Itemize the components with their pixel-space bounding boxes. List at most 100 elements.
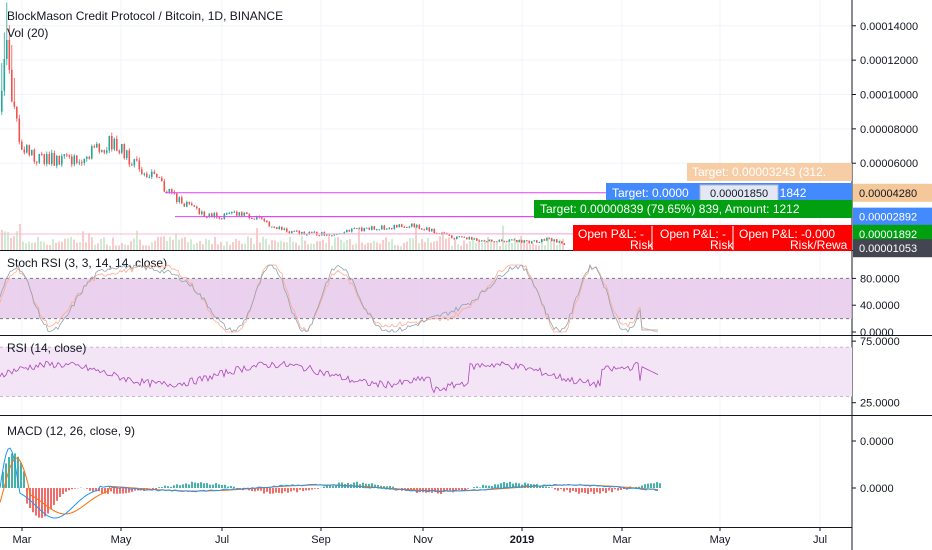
macd-histogram-bar <box>404 488 406 489</box>
candle-body <box>8 39 11 70</box>
candle-body <box>181 197 183 204</box>
candle-body <box>328 234 331 236</box>
volume-bar <box>34 242 36 250</box>
candle-body <box>113 138 116 150</box>
macd-histogram-bar <box>650 483 652 488</box>
volume-bar <box>22 241 24 250</box>
volume-bar <box>403 242 405 250</box>
trade-overlays[interactable]: Target: 0.00003243 (312.Target: 0.0000 3%… <box>534 163 852 252</box>
candle-body <box>98 143 101 152</box>
candle-body <box>551 238 553 242</box>
macd-histogram-bar <box>206 483 208 488</box>
rsi-pane[interactable]: RSI (14, close) <box>0 341 852 398</box>
macd-histogram-bar <box>572 488 574 491</box>
macd-histogram-bar <box>653 483 655 488</box>
candle-body <box>151 171 153 177</box>
volume-bar <box>466 243 468 250</box>
macd-histogram-bar <box>26 488 28 504</box>
volume-bar <box>151 242 153 250</box>
candle-body <box>428 227 431 231</box>
macd-histogram-bar <box>269 488 271 494</box>
candle-body <box>448 234 451 236</box>
macd-histogram-bar <box>11 453 13 488</box>
volume-bar <box>421 239 423 250</box>
y-tick-label-price-2: 0.00010000 <box>860 90 918 102</box>
candle-body <box>11 69 13 102</box>
volume-bar <box>205 238 207 250</box>
stoch-rsi-pane[interactable]: Stoch RSI (3, 3, 14, 14, close) <box>0 256 852 333</box>
volume-bar <box>208 240 210 250</box>
macd-histogram-bar <box>356 481 358 488</box>
macd-histogram-bar <box>371 483 373 488</box>
volume-bar <box>271 239 273 250</box>
candle-body <box>63 154 66 157</box>
rsi-line <box>0 360 659 394</box>
candle-body <box>246 212 248 215</box>
macd-histogram-bar <box>218 484 220 488</box>
volume-bar <box>295 242 297 250</box>
candle-body <box>543 239 546 241</box>
macd-histogram-bar <box>323 486 325 488</box>
macd-histogram-bar <box>509 481 511 488</box>
volume-bar <box>358 228 360 250</box>
candle-body <box>68 155 71 157</box>
candle-body <box>136 159 138 161</box>
candle-body <box>353 228 356 230</box>
candle-body <box>101 150 103 152</box>
volume-bar <box>436 240 438 250</box>
macd-histogram-bar <box>302 488 304 492</box>
macd-histogram-bar <box>617 488 619 491</box>
open-pnl-3: Open P&L: -0.000 <box>739 227 835 241</box>
macd-pane[interactable]: MACD (12, 26, close, 9) <box>0 424 661 519</box>
stoch-d-line <box>0 264 659 333</box>
volume-bar <box>277 242 279 250</box>
candle-body <box>381 225 383 230</box>
volume-bar <box>541 240 543 250</box>
candles <box>1 2 566 245</box>
open-pnl-2: Open P&L: - <box>660 227 726 241</box>
candle-body <box>248 214 251 218</box>
candle-body <box>546 238 548 241</box>
price-label-0: 0.00004280 <box>859 188 917 200</box>
volume-bar <box>304 240 306 250</box>
candle-body <box>148 176 151 178</box>
macd-histogram-bar <box>44 488 46 517</box>
y-tick-label-stoch-2: 0.0000 <box>860 327 894 339</box>
macd-histogram-bar <box>545 486 547 488</box>
macd-histogram-bar <box>620 488 622 491</box>
candle-body <box>483 240 486 242</box>
y-tick-label-price-1: 0.00012000 <box>860 55 918 67</box>
price-label-box-2[interactable] <box>853 224 932 243</box>
macd-histogram-bar <box>602 488 604 492</box>
price-axis[interactable]: 0.00014000 0.00012000 0.00010000 0.00008000… <box>852 21 932 495</box>
x-tick-label-1: May <box>111 534 132 546</box>
volume-bar <box>472 238 474 250</box>
volume-bar <box>175 233 177 250</box>
macd-histogram-bar <box>32 488 34 513</box>
price-label-box-1[interactable] <box>853 207 932 226</box>
volume-bar <box>388 241 390 250</box>
volume-bar <box>43 241 45 250</box>
price-label-box-3[interactable] <box>853 239 932 258</box>
volume-bar <box>4 231 6 250</box>
x-tick-label-2: Jul <box>215 534 229 546</box>
candle-body <box>78 162 81 164</box>
candle-body <box>103 150 106 153</box>
macd-histogram-bar <box>266 488 268 492</box>
price-label-1: 0.00002892 <box>859 212 917 224</box>
candle-body <box>418 225 421 229</box>
price-label-box-0[interactable] <box>853 183 932 202</box>
macd-histogram-bar <box>224 484 226 488</box>
time-axis[interactable]: Mar May Jul Sep Nov 2019 Mar May Jul <box>13 527 828 546</box>
volume-bar <box>502 225 504 250</box>
volume-bar <box>301 236 303 250</box>
candle-body <box>1 90 3 112</box>
macd-histogram-bar <box>518 483 520 488</box>
candle-body <box>453 238 456 240</box>
macd-histogram-bar <box>176 484 178 488</box>
volume-bar <box>25 243 27 250</box>
candle-body <box>48 154 51 164</box>
macd-histogram-bar <box>596 488 598 493</box>
volume-bars <box>1 223 564 250</box>
